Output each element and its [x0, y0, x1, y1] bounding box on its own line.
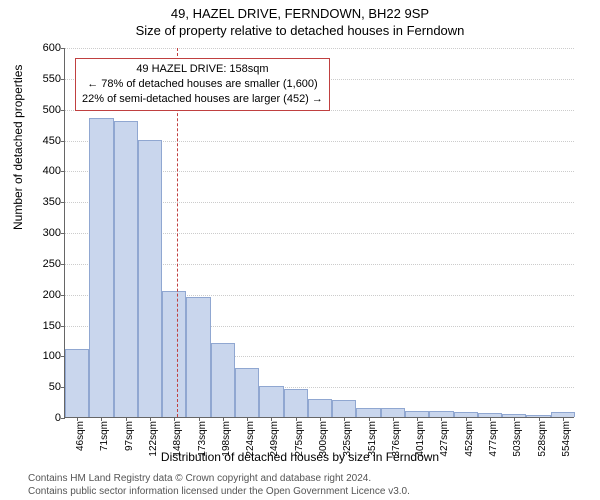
y-tick	[61, 48, 65, 49]
y-tick-label: 150	[43, 320, 61, 332]
y-tick-label: 300	[43, 227, 61, 239]
y-tick	[61, 326, 65, 327]
histogram-bar	[381, 408, 405, 417]
footer-attribution: Contains HM Land Registry data © Crown c…	[0, 473, 600, 498]
y-tick	[61, 233, 65, 234]
plot-rect: 05010015020025030035040045050055060046sq…	[64, 48, 574, 418]
x-axis-title: Distribution of detached houses by size …	[0, 450, 600, 464]
title-subtitle: Size of property relative to detached ho…	[0, 23, 600, 38]
histogram-bar	[65, 349, 89, 417]
y-axis-title: Number of detached properties	[11, 65, 25, 230]
y-tick	[61, 141, 65, 142]
histogram-bar	[284, 389, 308, 417]
y-tick-label: 600	[43, 42, 61, 54]
histogram-bar	[211, 343, 235, 417]
histogram-bar	[162, 291, 186, 417]
histogram-bar	[332, 400, 356, 417]
chart-title-block: 49, HAZEL DRIVE, FERNDOWN, BH22 9SP Size…	[0, 0, 600, 38]
footer-line-1: Contains HM Land Registry data © Crown c…	[28, 473, 600, 486]
chart-plot-area: 05010015020025030035040045050055060046sq…	[64, 48, 574, 418]
histogram-bar	[89, 118, 113, 417]
annotation-line: 22% of semi-detached houses are larger (…	[82, 92, 323, 107]
gridline	[65, 48, 574, 49]
x-tick-label: 97sqm	[124, 421, 135, 451]
y-tick-label: 400	[43, 165, 61, 177]
y-tick-label: 50	[49, 381, 61, 393]
histogram-bar	[138, 140, 162, 418]
histogram-bar	[356, 408, 380, 417]
y-tick-label: 500	[43, 104, 61, 116]
histogram-bar	[259, 386, 283, 417]
y-tick-label: 350	[43, 196, 61, 208]
annotation-line: 49 HAZEL DRIVE: 158sqm	[82, 62, 323, 77]
y-tick-label: 200	[43, 289, 61, 301]
y-tick	[61, 110, 65, 111]
y-tick	[61, 171, 65, 172]
y-tick	[61, 418, 65, 419]
histogram-bar	[308, 399, 332, 418]
y-tick-label: 450	[43, 135, 61, 147]
histogram-bar	[186, 297, 210, 417]
x-tick-label: 71sqm	[99, 421, 110, 451]
y-tick-label: 550	[43, 73, 61, 85]
annotation-box: 49 HAZEL DRIVE: 158sqm← 78% of detached …	[75, 58, 330, 111]
title-address: 49, HAZEL DRIVE, FERNDOWN, BH22 9SP	[0, 6, 600, 21]
y-tick	[61, 295, 65, 296]
footer-line-2: Contains public sector information licen…	[28, 486, 600, 499]
histogram-bar	[114, 121, 138, 417]
histogram-bar	[235, 368, 259, 417]
y-tick-label: 250	[43, 258, 61, 270]
annotation-line: ← 78% of detached houses are smaller (1,…	[82, 77, 323, 92]
y-tick	[61, 264, 65, 265]
x-tick-label: 46sqm	[75, 421, 86, 451]
y-tick	[61, 202, 65, 203]
y-tick	[61, 79, 65, 80]
y-tick-label: 0	[55, 412, 61, 424]
y-tick-label: 100	[43, 350, 61, 362]
